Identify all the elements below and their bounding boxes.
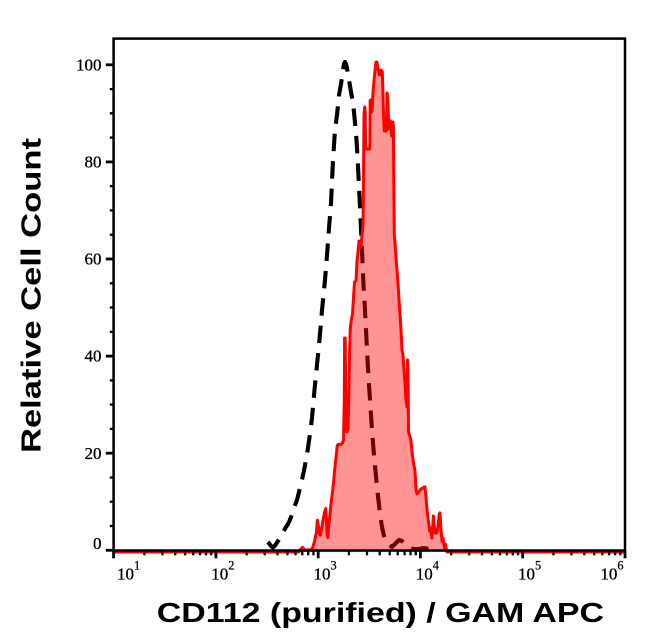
svg-text:1: 1 <box>134 559 140 573</box>
svg-text:100: 100 <box>76 55 102 74</box>
svg-text:5: 5 <box>535 559 541 573</box>
svg-text:10: 10 <box>518 565 535 584</box>
svg-text:10: 10 <box>314 565 331 584</box>
svg-text:10: 10 <box>117 565 134 584</box>
svg-text:4: 4 <box>433 559 439 573</box>
svg-text:CD112 (purified) / GAM APC: CD112 (purified) / GAM APC <box>157 597 604 629</box>
svg-text:2: 2 <box>228 559 234 573</box>
svg-text:20: 20 <box>85 444 102 463</box>
svg-text:6: 6 <box>617 559 623 573</box>
svg-text:10: 10 <box>416 565 433 584</box>
svg-text:10: 10 <box>600 565 617 584</box>
svg-text:0: 0 <box>93 534 102 553</box>
svg-text:40: 40 <box>85 347 102 366</box>
svg-text:Relative Cell Count: Relative Cell Count <box>16 137 47 453</box>
svg-text:10: 10 <box>211 565 228 584</box>
svg-text:80: 80 <box>85 153 102 172</box>
svg-text:60: 60 <box>85 250 102 269</box>
svg-text:3: 3 <box>331 559 337 573</box>
